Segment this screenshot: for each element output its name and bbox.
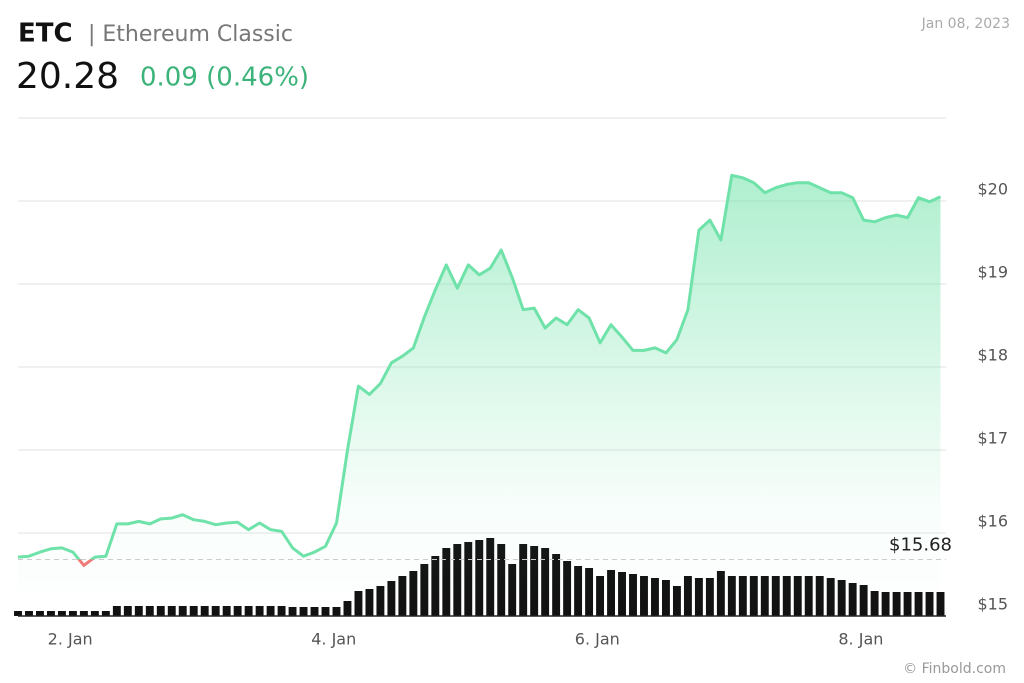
area bbox=[18, 175, 941, 617]
x-tick-label: 8. Jan bbox=[838, 630, 883, 649]
asset-name: | Ethereum Classic bbox=[88, 22, 293, 47]
price: 20.28 bbox=[16, 56, 119, 97]
date: Jan 08, 2023 bbox=[921, 16, 1010, 32]
y-tick-label: $15 bbox=[977, 595, 1008, 614]
symbol: ETC bbox=[18, 19, 73, 49]
price-line bbox=[17, 173, 942, 567]
y-tick-label: $19 bbox=[977, 263, 1008, 282]
y-tick-label: $20 bbox=[977, 180, 1008, 199]
y-tick-label: $18 bbox=[977, 346, 1008, 365]
y-tick-label: $17 bbox=[977, 429, 1008, 448]
x-tick-label: 2. Jan bbox=[48, 630, 93, 649]
x-tick-label: 4. Jan bbox=[311, 630, 356, 649]
price-change: 0.09 (0.46%) bbox=[140, 63, 309, 93]
x-tick-label: 6. Jan bbox=[575, 630, 620, 649]
baseline-label: $15.68 bbox=[889, 535, 952, 556]
volume-bar bbox=[936, 592, 945, 616]
credit: © Finbold.com bbox=[903, 661, 1006, 677]
y-tick-label: $16 bbox=[977, 512, 1008, 531]
